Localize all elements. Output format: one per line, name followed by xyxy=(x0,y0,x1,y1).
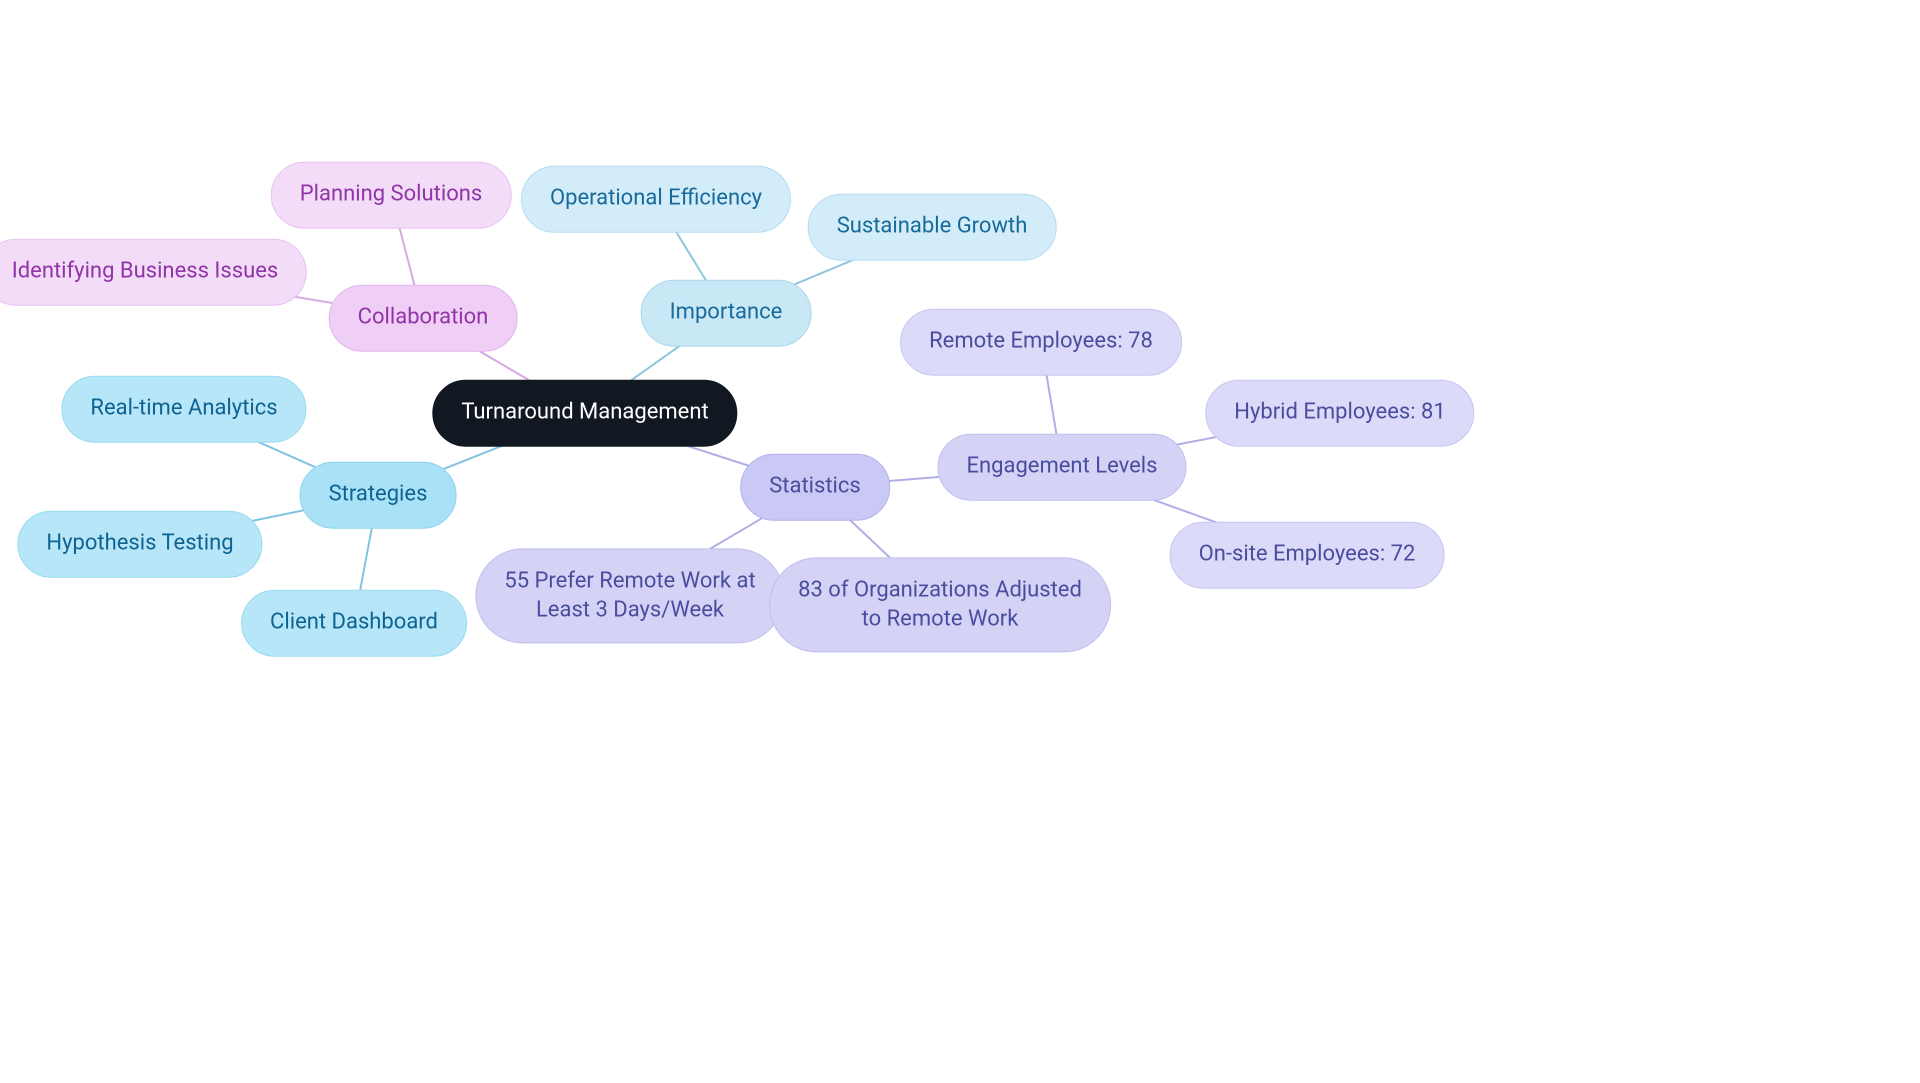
node-remote-emp: Remote Employees: 78 xyxy=(900,309,1182,376)
node-remote-pref: 55 Prefer Remote Work at Least 3 Days/We… xyxy=(475,548,784,643)
edge-layer xyxy=(0,0,1920,1083)
node-label: Statistics xyxy=(769,473,861,502)
node-label: Real-time Analytics xyxy=(90,395,277,424)
node-planning: Planning Solutions xyxy=(271,162,512,229)
node-label: 55 Prefer Remote Work at Least 3 Days/We… xyxy=(504,567,755,624)
node-hybrid-emp: Hybrid Employees: 81 xyxy=(1205,380,1474,447)
node-label: Hybrid Employees: 81 xyxy=(1234,399,1445,428)
node-label: Planning Solutions xyxy=(300,181,483,210)
node-label: Hypothesis Testing xyxy=(46,530,233,559)
node-dashboard: Client Dashboard xyxy=(241,590,467,657)
node-op-eff: Operational Efficiency xyxy=(521,166,791,233)
node-orgs-adj: 83 of Organizations Adjusted to Remote W… xyxy=(769,557,1111,652)
node-strategies: Strategies xyxy=(300,462,457,529)
node-label: 83 of Organizations Adjusted to Remote W… xyxy=(798,576,1082,633)
node-label: Turnaround Management xyxy=(461,399,708,428)
node-realtime: Real-time Analytics xyxy=(61,376,306,443)
node-label: Remote Employees: 78 xyxy=(929,328,1153,357)
node-label: Engagement Levels xyxy=(966,453,1157,482)
node-label: Collaboration xyxy=(358,304,489,333)
node-stats: Statistics xyxy=(740,454,890,521)
node-engagement: Engagement Levels xyxy=(937,434,1186,501)
node-root: Turnaround Management xyxy=(432,380,737,447)
node-importance: Importance xyxy=(641,280,812,347)
node-label: Operational Efficiency xyxy=(550,185,762,214)
node-label: Importance xyxy=(670,299,783,328)
node-label: Sustainable Growth xyxy=(837,213,1028,242)
node-onsite-emp: On-site Employees: 72 xyxy=(1170,522,1445,589)
node-label: Client Dashboard xyxy=(270,609,438,638)
node-collab: Collaboration xyxy=(329,285,518,352)
node-hypothesis: Hypothesis Testing xyxy=(17,511,262,578)
node-issues: Identifying Business Issues xyxy=(0,239,307,306)
node-label: Identifying Business Issues xyxy=(12,258,278,287)
node-sust-growth: Sustainable Growth xyxy=(808,194,1057,261)
node-label: Strategies xyxy=(329,481,428,510)
node-label: On-site Employees: 72 xyxy=(1199,541,1416,570)
